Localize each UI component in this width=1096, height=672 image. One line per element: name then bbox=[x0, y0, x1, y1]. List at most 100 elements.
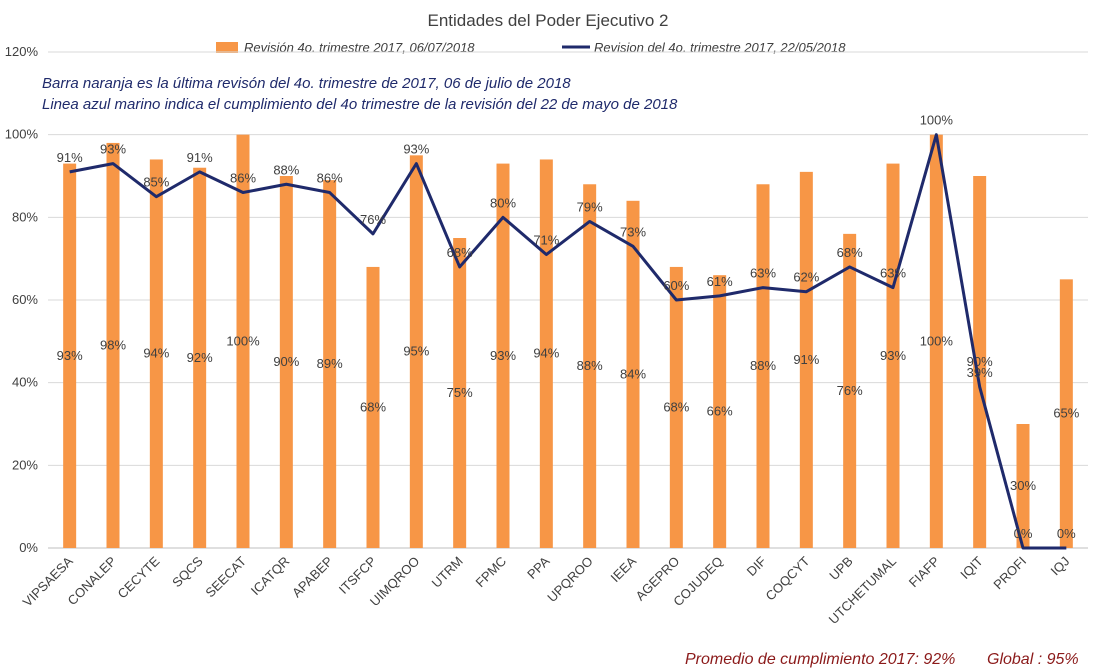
note-line-2: Linea azul marino indica el cumplimiento… bbox=[42, 96, 678, 113]
x-tick-label: IQJ bbox=[1048, 554, 1073, 579]
line-data-label: 93% bbox=[403, 142, 429, 157]
bar-data-label: 100% bbox=[226, 333, 260, 348]
x-tick-label: UTRM bbox=[429, 554, 466, 591]
line-data-label: 68% bbox=[837, 245, 863, 260]
bar-data-label: 76% bbox=[837, 383, 863, 398]
line-data-label: 0% bbox=[1057, 526, 1076, 541]
line-data-label: 60% bbox=[663, 278, 689, 293]
x-tick-label: ITSFCP bbox=[336, 554, 379, 597]
line-data-label: 91% bbox=[57, 150, 83, 165]
y-axis: 0% 20% 40% 60% 80% 100% 120% bbox=[5, 44, 39, 555]
line-data-label: 100% bbox=[920, 113, 954, 128]
y-tick-label: 60% bbox=[12, 292, 38, 307]
line-data-label: 88% bbox=[273, 162, 299, 177]
line-data-label: 85% bbox=[143, 175, 169, 190]
bar bbox=[409, 155, 423, 549]
line-data-label: 63% bbox=[880, 266, 906, 281]
line-data-label: 71% bbox=[533, 233, 559, 248]
x-tick-label: UPB bbox=[826, 554, 856, 584]
x-tick-label: PPA bbox=[524, 553, 553, 582]
bar bbox=[799, 171, 813, 548]
line-data-label: 86% bbox=[317, 171, 343, 186]
line-data-label: 63% bbox=[750, 266, 776, 281]
x-tick-label: COQCYT bbox=[763, 553, 813, 603]
legend: Revisión 4o. trimestre 2017, 06/07/2018 … bbox=[216, 40, 846, 55]
bar bbox=[626, 200, 640, 549]
x-tick-label: PROFI bbox=[990, 554, 1029, 593]
legend-swatch-bar bbox=[216, 42, 238, 53]
gridlines bbox=[48, 51, 1088, 549]
x-tick-label: ICATQR bbox=[248, 554, 293, 599]
line-data-label: 93% bbox=[100, 142, 126, 157]
line-data-label: 73% bbox=[620, 224, 646, 239]
bar-data-label: 93% bbox=[880, 348, 906, 363]
bar bbox=[713, 275, 727, 548]
bar-data-label: 94% bbox=[533, 346, 559, 361]
bar-data-label: 93% bbox=[490, 348, 516, 363]
bar bbox=[453, 238, 467, 548]
line-data-label: 62% bbox=[793, 270, 819, 285]
bar bbox=[193, 167, 207, 548]
bar-data-label: 92% bbox=[187, 350, 213, 365]
x-tick-label: UPQROO bbox=[544, 554, 595, 605]
bar bbox=[756, 184, 770, 548]
x-tick-label: IEEA bbox=[608, 553, 640, 585]
bar-data-label: 98% bbox=[100, 337, 126, 352]
x-tick-label: APABEP bbox=[289, 554, 336, 601]
bar-data-label: 68% bbox=[360, 399, 386, 414]
bar bbox=[843, 233, 857, 548]
bar-data-label: 100% bbox=[920, 333, 954, 348]
bar bbox=[929, 134, 943, 548]
y-tick-label: 20% bbox=[12, 457, 38, 472]
x-tick-label: SEECAT bbox=[202, 553, 249, 600]
x-tick-label: IQIT bbox=[957, 553, 986, 582]
bar bbox=[323, 180, 337, 548]
bar-data-label: 66% bbox=[707, 404, 733, 419]
bar bbox=[973, 176, 987, 548]
line-data-label: 61% bbox=[707, 274, 733, 289]
footer-promedio: Promedio de cumplimiento 2017: 92% bbox=[685, 651, 955, 668]
bar-data-label: 84% bbox=[620, 366, 646, 381]
line-data-label: 39% bbox=[967, 365, 993, 380]
bar bbox=[366, 266, 380, 548]
bar-data-label: 75% bbox=[447, 385, 473, 400]
bar bbox=[63, 163, 77, 548]
bar-data-label: 90% bbox=[273, 354, 299, 369]
y-tick-label: 0% bbox=[19, 540, 38, 555]
y-tick-label: 40% bbox=[12, 375, 38, 390]
series-line bbox=[69, 133, 1067, 550]
bar bbox=[236, 134, 250, 548]
chart-title: Entidades del Poder Ejecutivo 2 bbox=[428, 11, 669, 30]
y-tick-label: 100% bbox=[5, 127, 39, 142]
bar-data-label: 93% bbox=[57, 348, 83, 363]
x-tick-label: FPMC bbox=[472, 554, 509, 591]
legend-label-line: Revision del 4o. trimestre 2017, 22/05/2… bbox=[594, 40, 846, 55]
line-data-label: 76% bbox=[360, 212, 386, 227]
bar bbox=[149, 159, 163, 548]
bar bbox=[106, 142, 120, 548]
bar-data-label: 30% bbox=[1010, 478, 1036, 493]
x-tick-label: FIAFP bbox=[906, 554, 943, 591]
bar bbox=[496, 163, 510, 548]
line-data-label: 79% bbox=[577, 199, 603, 214]
x-tick-label: CECYTE bbox=[115, 553, 163, 601]
bar bbox=[539, 159, 553, 548]
y-tick-label: 80% bbox=[12, 209, 38, 224]
x-tick-label: SQCS bbox=[169, 553, 206, 590]
x-tick-label: DIF bbox=[744, 553, 769, 578]
line-series: 91% 93% 85% 91% 86% 88% 86% 76% 93% 68% 80% 71% 79% 7… bbox=[57, 113, 1076, 550]
bar-data-label: 95% bbox=[403, 344, 429, 359]
bar bbox=[886, 163, 900, 548]
bar-data-label: 88% bbox=[750, 358, 776, 373]
footer-global: Global : 95% bbox=[987, 651, 1079, 668]
bar-data-label: 65% bbox=[1053, 406, 1079, 421]
bar bbox=[1059, 279, 1073, 548]
bar bbox=[583, 184, 597, 548]
bar-data-label: 68% bbox=[663, 399, 689, 414]
bar bbox=[669, 266, 683, 548]
line-data-label: 80% bbox=[490, 195, 516, 210]
bar-data-label: 88% bbox=[577, 358, 603, 373]
bar-data-label: 89% bbox=[317, 356, 343, 371]
